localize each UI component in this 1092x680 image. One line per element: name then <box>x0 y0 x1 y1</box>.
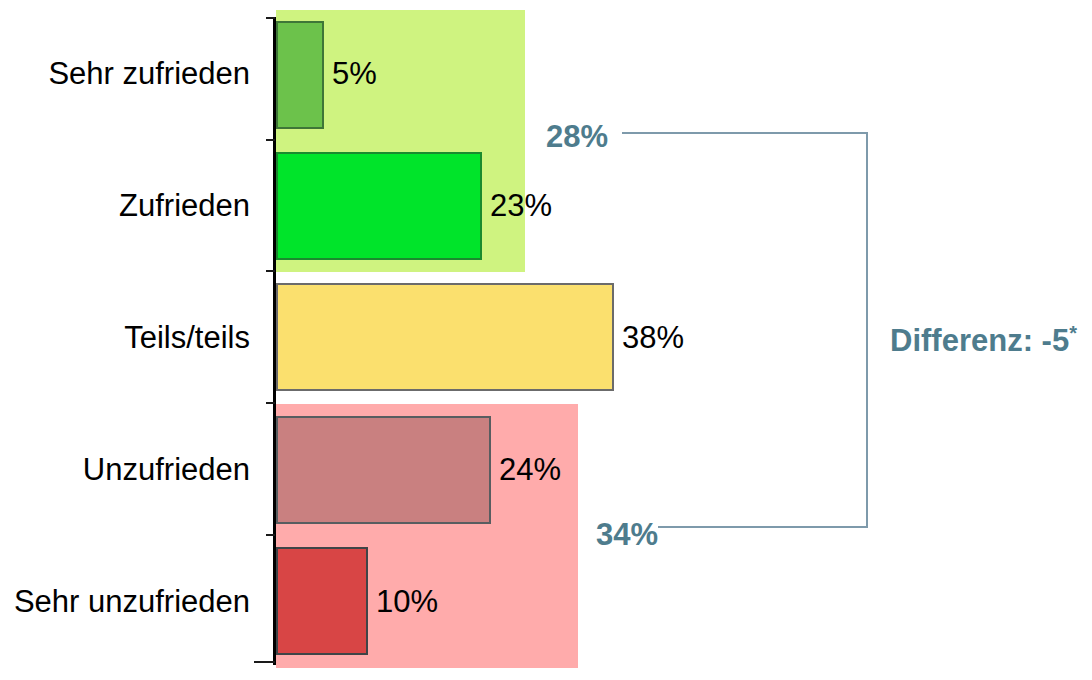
value-label: 23% <box>490 187 552 225</box>
bar <box>276 416 491 524</box>
category-label: Teils/teils <box>0 319 250 357</box>
axis-tick <box>266 139 275 141</box>
group-total-label: 28% <box>546 118 608 156</box>
bar <box>276 547 368 655</box>
category-label: Sehr zufrieden <box>0 55 250 93</box>
difference-asterisk: * <box>1069 322 1077 344</box>
bracket-line-bottom <box>658 526 868 528</box>
difference-label: Differenz: -5* <box>890 314 1077 360</box>
group-total-label: 34% <box>596 516 658 554</box>
bar <box>276 21 324 129</box>
bar-chart: Sehr zufrieden Zufrieden Teils/teils Unz… <box>0 0 1092 680</box>
category-label: Sehr unzufrieden <box>0 583 250 621</box>
axis-tick <box>254 661 275 663</box>
axis-tick <box>266 270 275 272</box>
bar <box>276 152 482 260</box>
difference-text: Differenz: -5 <box>890 323 1069 358</box>
category-label: Zufrieden <box>0 187 250 225</box>
axis-tick <box>266 402 275 404</box>
bracket-line-right <box>866 132 868 528</box>
value-label: 24% <box>499 451 561 489</box>
value-label: 5% <box>332 55 377 93</box>
bar <box>276 283 614 391</box>
axis-tick <box>266 17 275 19</box>
axis-tick <box>266 534 275 536</box>
value-label: 38% <box>622 319 684 357</box>
bracket-line-top <box>622 132 868 134</box>
category-label: Unzufrieden <box>0 451 250 489</box>
value-label: 10% <box>376 583 438 621</box>
